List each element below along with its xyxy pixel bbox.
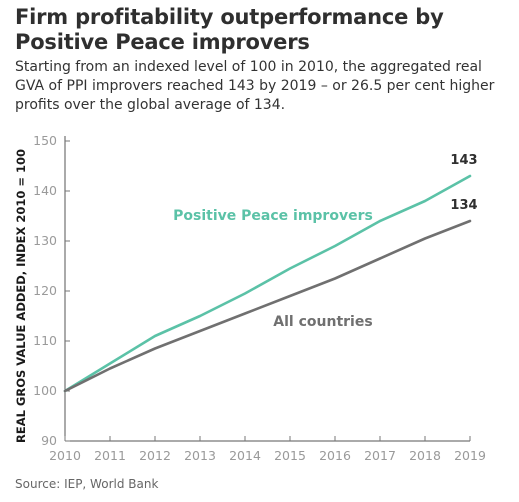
- x-tick-label: 2012: [139, 448, 171, 463]
- y-tick-label: 130: [33, 233, 57, 248]
- chart-subtitle: Starting from an indexed level of 100 in…: [15, 59, 495, 113]
- line-chart: 90 100 110 120 130 140 150 2010 2011 2012 2013 2014…: [14, 133, 486, 463]
- end-value-label: 143: [450, 153, 477, 168]
- x-tick-label: 2011: [94, 448, 126, 463]
- y-tick-label: 100: [33, 383, 57, 398]
- y-tick-label: 140: [33, 183, 57, 198]
- series-line-positive-peace-improvers: [63, 174, 472, 393]
- series-label: Positive Peace improvers: [173, 208, 373, 224]
- x-tick-label: 2018: [409, 448, 441, 463]
- x-tick-label: 2017: [364, 448, 396, 463]
- x-tick-label: 2010: [49, 448, 81, 463]
- series-line-all-countries: [63, 219, 472, 393]
- end-value-label: 134: [450, 198, 477, 213]
- chart-title: Firm profitability outperformance by Pos…: [15, 5, 444, 54]
- series-label: All countries: [273, 314, 372, 330]
- x-tick-label: 2014: [229, 448, 261, 463]
- y-tick-label: 90: [41, 433, 57, 448]
- x-tick-label: 2013: [184, 448, 216, 463]
- y-axis-label: REAL GROS VALUE ADDED, INDEX 2010 = 100: [14, 149, 28, 443]
- x-tick-label: 2015: [274, 448, 306, 463]
- y-tick-label: 110: [33, 333, 57, 348]
- y-tick-label: 150: [33, 133, 57, 148]
- x-tick-label: 2019: [454, 448, 486, 463]
- x-tick-label: 2016: [319, 448, 351, 463]
- axis-layer: 90 100 110 120 130 140 150 2010 2011 2012 2013 2014…: [33, 133, 486, 463]
- series-layer: Positive Peace improvers 143 All countries…: [63, 153, 478, 393]
- source-note: Source: IEP, World Bank: [15, 477, 159, 491]
- y-tick-label: 120: [33, 283, 57, 298]
